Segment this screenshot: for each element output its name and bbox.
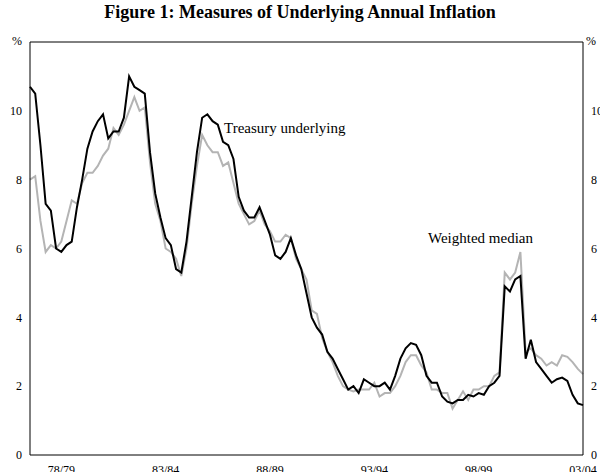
svg-text:98/99: 98/99 [465, 463, 492, 472]
svg-text:8: 8 [591, 173, 592, 187]
svg-text:03/04: 03/04 [569, 463, 592, 472]
svg-text:0: 0 [16, 448, 22, 462]
html-text:Weighted median: Weighted median [428, 230, 533, 246]
svg-text:6: 6 [591, 242, 592, 256]
svg-text:83/84: 83/84 [152, 463, 179, 472]
svg-text:2: 2 [16, 379, 22, 393]
svg-text:10: 10 [591, 104, 592, 118]
svg-text:6: 6 [16, 242, 22, 256]
svg-text:8: 8 [16, 173, 22, 187]
html-text:Treasury underlying: Treasury underlying [224, 120, 346, 136]
html-text:Figure 1: Measures of Underlyi: Figure 1: Measures of Underlying Annual … [104, 2, 496, 22]
svg-text:0: 0 [591, 448, 592, 462]
svg-text:88/89: 88/89 [256, 463, 283, 472]
svg-text:2: 2 [591, 379, 592, 393]
svg-text:93/94: 93/94 [361, 463, 388, 472]
svg-text:10: 10 [10, 104, 22, 118]
svg-text:78/79: 78/79 [48, 463, 75, 472]
svg-text:4: 4 [591, 311, 592, 325]
svg-text:4: 4 [16, 311, 22, 325]
